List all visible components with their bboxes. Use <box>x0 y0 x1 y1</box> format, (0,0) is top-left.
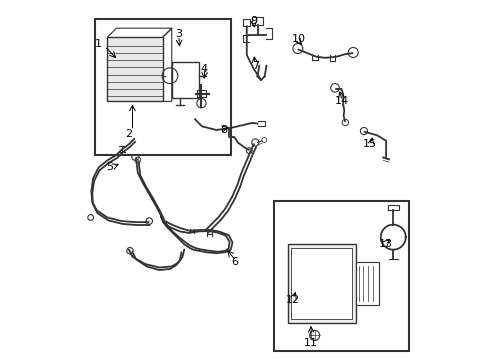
Text: 13: 13 <box>379 239 393 249</box>
Bar <box>172 62 198 98</box>
Bar <box>292 248 352 319</box>
Text: 12: 12 <box>286 295 300 305</box>
Text: 1: 1 <box>95 39 102 49</box>
Bar <box>273 202 409 351</box>
Bar <box>107 37 163 102</box>
Bar <box>356 262 379 305</box>
Text: 6: 6 <box>231 257 238 267</box>
Text: 14: 14 <box>334 96 348 107</box>
Text: 5: 5 <box>106 162 113 172</box>
Bar <box>95 19 231 155</box>
Text: 3: 3 <box>175 28 182 39</box>
Text: 2: 2 <box>125 129 132 139</box>
Text: 7: 7 <box>252 61 259 71</box>
Text: 4: 4 <box>200 64 207 74</box>
Text: 9: 9 <box>250 16 257 26</box>
Text: 8: 8 <box>220 125 227 135</box>
Text: 11: 11 <box>304 338 318 347</box>
Text: 10: 10 <box>292 34 306 44</box>
Text: 15: 15 <box>363 139 377 149</box>
Bar <box>288 244 356 323</box>
